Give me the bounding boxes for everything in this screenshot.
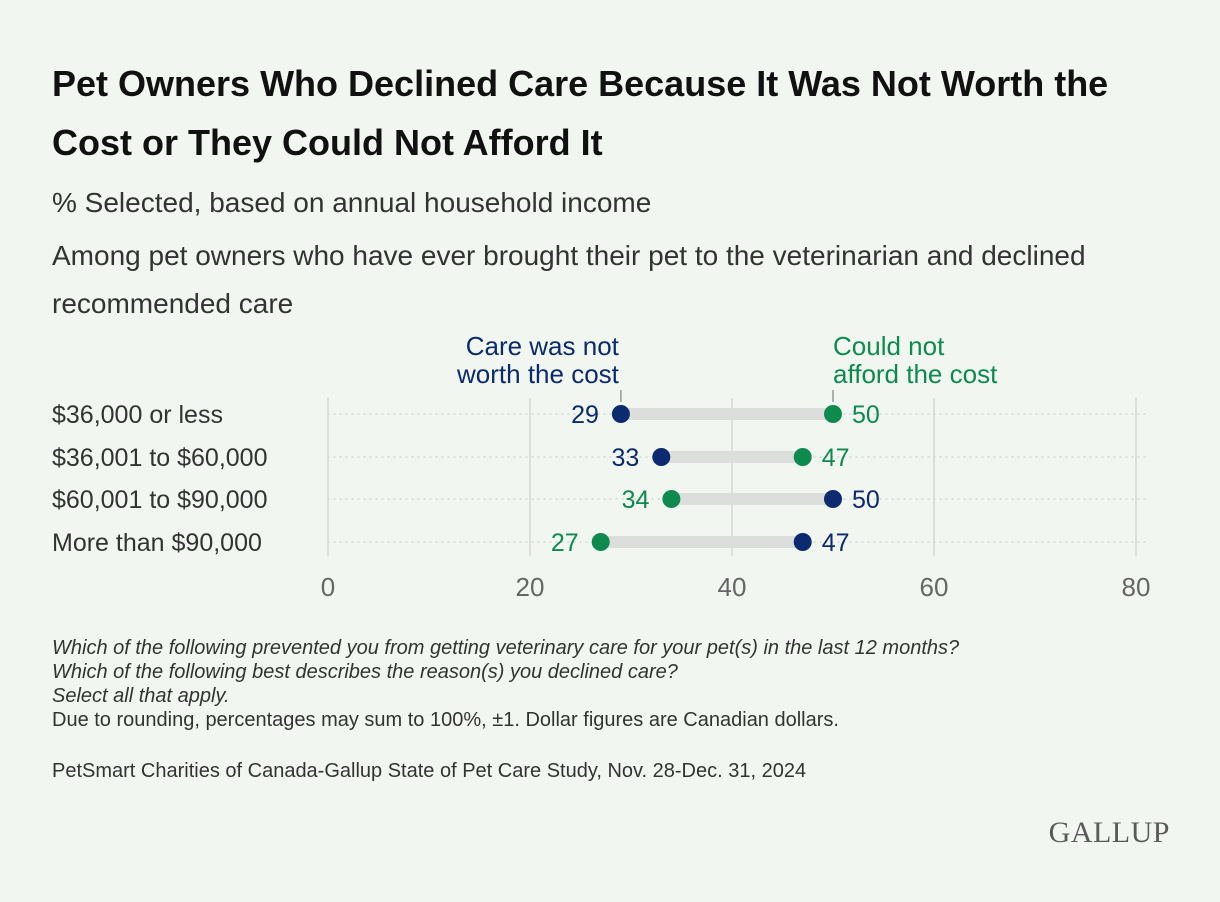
series-label-could-not-afford: afford the cost	[833, 359, 998, 389]
value-label: 47	[822, 444, 850, 472]
x-tick-label: 0	[321, 572, 335, 602]
x-tick-label: 20	[516, 572, 545, 602]
value-label: 27	[551, 529, 579, 557]
value-label: 29	[571, 401, 599, 429]
x-tick-label: 60	[920, 572, 949, 602]
dot-could-not-afford	[662, 490, 681, 508]
category-label: $36,001 to $60,000	[52, 444, 267, 472]
x-tick-label: 80	[1122, 572, 1151, 602]
footnote-rounding: Due to rounding, percentages may sum to …	[52, 709, 839, 731]
series-label-not-worth: worth the cost	[456, 359, 620, 389]
x-tick-label: 40	[718, 572, 747, 602]
value-label: 47	[822, 529, 850, 557]
source-note: PetSmart Charities of Canada-Gallup Stat…	[52, 760, 807, 782]
footnote-instruction: Select all that apply.	[52, 685, 230, 707]
dot-could-not-afford	[793, 448, 812, 466]
category-label: More than $90,000	[52, 529, 262, 557]
value-label: 34	[622, 486, 650, 514]
value-label: 33	[611, 444, 639, 472]
chart-subtitle: % Selected, based on annual household in…	[52, 187, 652, 218]
series-label-not-worth: Care was not	[466, 331, 620, 361]
series-label-could-not-afford: Could not	[833, 331, 945, 361]
dot-not-worth	[611, 405, 630, 423]
population-note: Among pet owners who have ever brought t…	[52, 240, 1086, 319]
category-label: $60,001 to $90,000	[52, 486, 267, 514]
footnote-question-2: Which of the following best describes th…	[52, 661, 678, 683]
category-label: $36,000 or less	[52, 401, 223, 429]
dot-plot-chart: 0 20 40 60 80 $36,000 or less $36,001 to $60,0…	[52, 331, 1151, 602]
footnote-question-1: Which of the following prevented you fro…	[52, 637, 960, 659]
dot-could-not-afford	[591, 533, 610, 551]
value-label: 50	[852, 401, 880, 429]
gallup-logo: GALLUP	[1048, 816, 1170, 849]
chart-title: Pet Owners Who Declined Care Because It …	[52, 63, 1109, 163]
dot-could-not-afford	[824, 405, 842, 423]
dot-not-worth	[652, 448, 671, 466]
dot-not-worth	[793, 533, 812, 551]
value-label: 50	[852, 486, 880, 514]
footnotes: Which of the following prevented you fro…	[52, 636, 1202, 732]
dot-not-worth	[824, 490, 842, 508]
